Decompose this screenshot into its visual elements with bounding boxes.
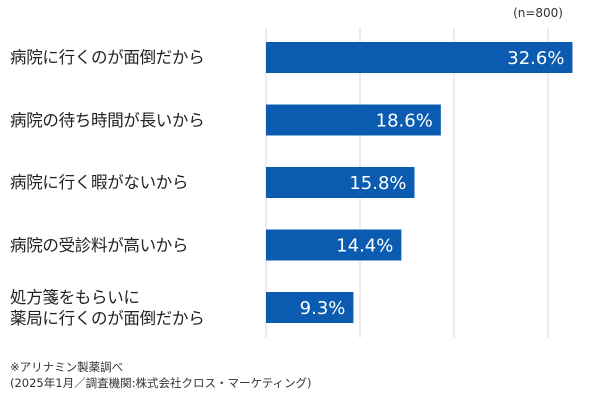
data-label: 32.6% (507, 48, 564, 69)
category-label: 病院に行く暇がないから (10, 173, 189, 192)
sample-size-label: (n=800) (513, 6, 563, 20)
category-label: 病院に行くのが面倒だから (10, 48, 205, 67)
data-label: 15.8% (349, 173, 406, 194)
category-label: 病院の受診料が高いから (10, 235, 189, 255)
bar (266, 167, 415, 198)
bar (266, 42, 573, 73)
category-label: 処方箋をもらいに 薬局に行くのが面倒だから (10, 287, 205, 328)
data-label: 9.3% (300, 298, 346, 319)
bar (266, 292, 354, 323)
data-label: 14.4% (336, 236, 393, 257)
bar (266, 104, 441, 136)
source-note: ※アリナミン製薬調べ (10, 360, 124, 374)
data-label: 18.6% (376, 111, 433, 132)
survey-note: (2025年1月／調査機関:株式会社クロス・マーケティング) (10, 376, 312, 390)
category-label: 病院の待ち時間が長いから (10, 110, 205, 130)
bar (266, 229, 402, 261)
